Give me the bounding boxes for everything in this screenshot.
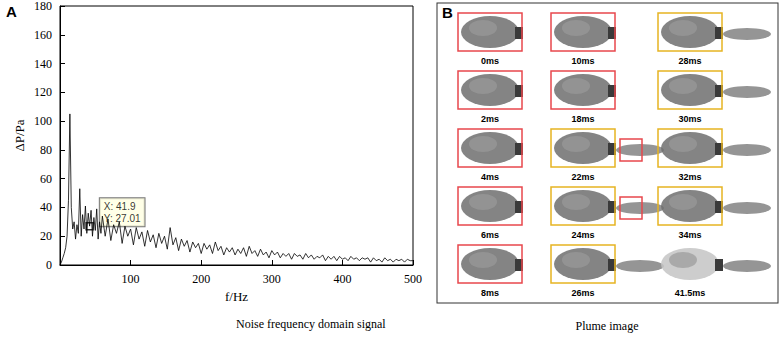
svg-text:0: 0: [46, 258, 52, 272]
svg-text:Y: 27.01: Y: 27.01: [104, 213, 141, 224]
svg-text:400: 400: [333, 272, 351, 286]
svg-text:40: 40: [40, 200, 52, 214]
svg-text:200: 200: [192, 272, 210, 286]
svg-text:4ms: 4ms: [481, 172, 499, 182]
svg-text:8ms: 8ms: [481, 288, 499, 298]
svg-text:2ms: 2ms: [481, 114, 499, 124]
svg-text:B: B: [442, 4, 453, 21]
svg-text:22ms: 22ms: [571, 172, 594, 182]
svg-text:28ms: 28ms: [678, 56, 701, 66]
svg-text:0ms: 0ms: [481, 56, 499, 66]
svg-text:100: 100: [34, 114, 52, 128]
svg-text:140: 140: [34, 57, 52, 71]
svg-text:ΔP/Pa: ΔP/Pa: [12, 119, 27, 151]
svg-text:41.5ms: 41.5ms: [675, 288, 706, 298]
svg-text:120: 120: [34, 85, 52, 99]
svg-text:34ms: 34ms: [678, 230, 701, 240]
svg-text:Noise frequency domain signal: Noise frequency domain signal: [236, 317, 386, 331]
svg-text:A: A: [6, 3, 17, 20]
svg-text:24ms: 24ms: [571, 230, 594, 240]
svg-text:26ms: 26ms: [571, 288, 594, 298]
svg-text:Plume image: Plume image: [576, 319, 639, 333]
svg-text:180: 180: [34, 0, 52, 13]
svg-text:X: 41.9: X: 41.9: [104, 201, 136, 212]
svg-text:500: 500: [404, 272, 422, 286]
svg-text:80: 80: [40, 143, 52, 157]
svg-text:20: 20: [40, 229, 52, 243]
svg-text:6ms: 6ms: [481, 230, 499, 240]
svg-text:30ms: 30ms: [678, 114, 701, 124]
svg-text:60: 60: [40, 172, 52, 186]
svg-text:10ms: 10ms: [571, 56, 594, 66]
svg-text:100: 100: [122, 272, 140, 286]
svg-text:32ms: 32ms: [678, 172, 701, 182]
svg-text:18ms: 18ms: [571, 114, 594, 124]
svg-text:f/Hz: f/Hz: [225, 289, 248, 304]
svg-text:160: 160: [34, 28, 52, 42]
svg-text:300: 300: [263, 272, 281, 286]
